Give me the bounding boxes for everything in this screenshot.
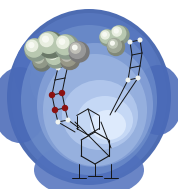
Circle shape [108, 39, 121, 52]
Ellipse shape [77, 96, 133, 144]
Circle shape [55, 35, 79, 59]
Circle shape [111, 41, 114, 45]
Circle shape [46, 48, 62, 64]
Circle shape [66, 63, 70, 67]
Circle shape [25, 39, 47, 61]
Ellipse shape [90, 110, 126, 140]
Ellipse shape [43, 54, 147, 166]
Circle shape [73, 45, 77, 50]
Circle shape [114, 29, 118, 33]
Circle shape [38, 32, 64, 58]
Circle shape [29, 43, 34, 47]
Circle shape [138, 38, 142, 42]
Circle shape [69, 42, 85, 58]
Ellipse shape [30, 48, 90, 112]
Circle shape [40, 34, 53, 46]
Circle shape [100, 30, 113, 43]
Circle shape [59, 91, 64, 95]
Circle shape [33, 53, 51, 71]
Circle shape [103, 33, 106, 36]
Circle shape [128, 40, 132, 44]
Circle shape [46, 48, 66, 68]
Circle shape [101, 31, 109, 39]
Circle shape [111, 26, 126, 41]
Circle shape [100, 30, 116, 46]
Circle shape [136, 76, 140, 80]
Ellipse shape [96, 30, 156, 100]
Circle shape [56, 120, 60, 124]
Circle shape [59, 39, 65, 44]
Circle shape [126, 78, 130, 82]
Circle shape [38, 32, 59, 53]
Circle shape [111, 26, 129, 44]
Circle shape [61, 50, 80, 70]
Circle shape [109, 40, 117, 48]
Circle shape [50, 51, 54, 56]
Ellipse shape [0, 67, 48, 143]
Circle shape [25, 39, 43, 57]
Circle shape [108, 39, 124, 56]
Circle shape [53, 108, 57, 112]
Circle shape [36, 56, 40, 60]
Circle shape [66, 118, 70, 122]
Circle shape [69, 42, 89, 62]
Circle shape [57, 36, 69, 48]
Ellipse shape [11, 13, 167, 181]
Circle shape [27, 40, 38, 51]
Ellipse shape [14, 30, 90, 114]
Circle shape [55, 35, 75, 55]
Circle shape [112, 27, 121, 36]
Circle shape [56, 66, 60, 70]
Circle shape [61, 50, 76, 66]
Ellipse shape [37, 43, 153, 167]
Circle shape [33, 53, 48, 68]
Circle shape [62, 105, 67, 111]
Ellipse shape [62, 80, 138, 150]
Circle shape [48, 49, 57, 59]
Circle shape [43, 36, 48, 42]
Ellipse shape [133, 65, 178, 135]
Circle shape [62, 52, 71, 61]
Ellipse shape [7, 9, 171, 185]
Circle shape [70, 43, 80, 53]
Circle shape [64, 54, 68, 58]
Ellipse shape [21, 25, 157, 175]
Circle shape [34, 54, 43, 63]
Circle shape [49, 92, 54, 98]
Ellipse shape [34, 142, 144, 189]
